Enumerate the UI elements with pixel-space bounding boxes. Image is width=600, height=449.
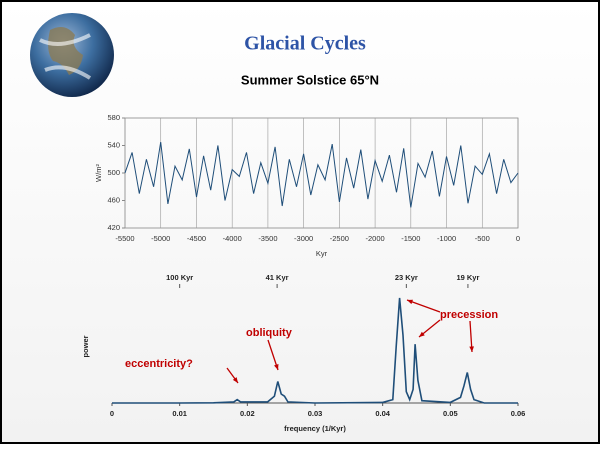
x-tick-label: 0.03 <box>308 409 323 418</box>
x-tick-label: -3500 <box>258 234 277 243</box>
x-tick-label: -5000 <box>151 234 170 243</box>
y-axis-label: power <box>81 335 90 357</box>
x-tick-label: 0.01 <box>172 409 187 418</box>
annotation: obliquity <box>246 327 293 339</box>
slide-title: Glacial Cycles <box>244 33 366 55</box>
x-tick-label: -3000 <box>294 234 313 243</box>
annotation: precession <box>440 309 498 321</box>
x-tick-label: -2500 <box>330 234 349 243</box>
x-tick-label: 0.04 <box>375 409 390 418</box>
x-tick-label: 0 <box>516 234 520 243</box>
annotation-arrow <box>406 299 441 313</box>
annotation: eccentricity? <box>125 358 193 370</box>
y-tick-label: 420 <box>107 223 120 232</box>
x-tick-label: -1500 <box>401 234 420 243</box>
x-tick-label: -4500 <box>187 234 206 243</box>
data-line <box>112 297 518 404</box>
y-tick-label: 500 <box>107 168 120 177</box>
arrow-head <box>469 346 474 352</box>
y-tick-label: 460 <box>107 195 120 204</box>
y-axis-label: W/m² <box>94 164 103 182</box>
x-axis-label: frequency (1/Kyr) <box>284 424 346 433</box>
x-tick-label: 0.02 <box>240 409 255 418</box>
y-tick-label: 580 <box>107 113 120 122</box>
x-tick-label: -5500 <box>115 234 134 243</box>
arrow-head <box>232 377 238 383</box>
x-tick-label: -1000 <box>437 234 456 243</box>
arrow-head <box>274 364 279 370</box>
x-axis-label: Kyr <box>316 249 328 258</box>
earth-icon <box>30 13 114 97</box>
x-tick-label: 0.05 <box>443 409 458 418</box>
x-tick-label: -2000 <box>365 234 384 243</box>
top-tick-label: 23 Kyr <box>395 273 418 282</box>
x-tick-label: 0.06 <box>511 409 526 418</box>
data-line <box>124 142 519 208</box>
x-tick-label: 0 <box>110 409 114 418</box>
top-tick-label: 19 Kyr <box>456 273 479 282</box>
arrow-head <box>419 331 425 337</box>
chart-title: Summer Solstice 65°N <box>241 72 379 87</box>
x-tick-label: -4000 <box>223 234 242 243</box>
arrow-head <box>407 299 413 305</box>
top-tick-label: 100 Kyr <box>166 273 193 282</box>
y-tick-label: 540 <box>107 140 120 149</box>
top-tick-label: 41 Kyr <box>266 273 289 282</box>
x-tick-label: -500 <box>475 234 490 243</box>
